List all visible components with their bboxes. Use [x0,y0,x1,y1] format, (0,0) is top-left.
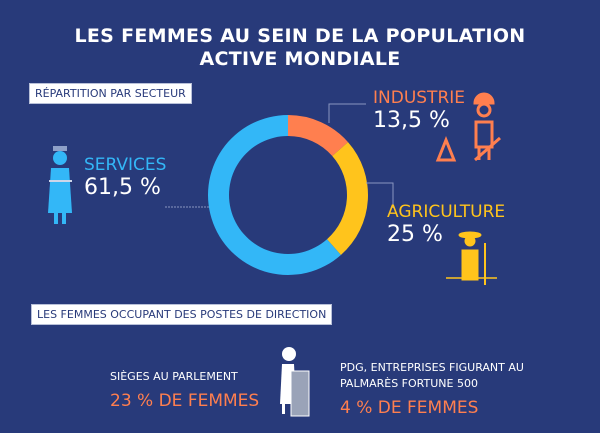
speaker-podium-icon [280,347,310,417]
section-label-direction: LES FEMMES OCCUPANT DES POSTES DE DIRECT… [31,304,333,325]
waitress-icon [48,146,72,224]
legend-label-industrie: INDUSTRIE [373,88,466,108]
legend-value-services: 61,5 % [84,175,161,200]
farmer-icon [446,231,497,285]
legend-label-agriculture: AGRICULTURE [387,202,506,222]
donut-slice-services [207,115,341,276]
legend-label-services: SERVICES [84,155,167,175]
page-title: LES FEMMES AU SEIN DE LA POPULATION ACTI… [74,25,526,70]
legend-value-agriculture: 25 % [387,222,443,247]
parliament-label: SIÈGES AU PARLEMENT [110,370,238,383]
section-label-sector: RÉPARTITION PAR SECTEUR [29,83,192,104]
ceo-label-line1: PDG, ENTREPRISES FIGURANT AU [340,361,524,374]
legend-services: SERVICES 61,5 % [84,155,166,201]
legend-industrie: INDUSTRIE 13,5 % [373,88,465,134]
leader-line-industrie [328,103,366,123]
ceo-stat: PDG, ENTREPRISES FIGURANT AU PALMARÈS FO… [340,360,524,418]
legend-agriculture: AGRICULTURE 25 % [387,202,505,248]
ceo-label-line2: PALMARÈS FORTUNE 500 [340,377,478,390]
donut-slice-industrie [288,115,349,156]
parliament-stat: SIÈGES AU PARLEMENT 23 % DE FEMMES [110,369,259,411]
construction-worker-icon [435,92,501,162]
parliament-value: 23 % DE FEMMES [110,391,260,411]
ceo-value: 4 % DE FEMMES [340,398,479,418]
legend-value-industrie: 13,5 % [373,108,450,133]
donut-slice-agriculture [327,142,369,256]
leader-line-agriculture [366,182,394,208]
